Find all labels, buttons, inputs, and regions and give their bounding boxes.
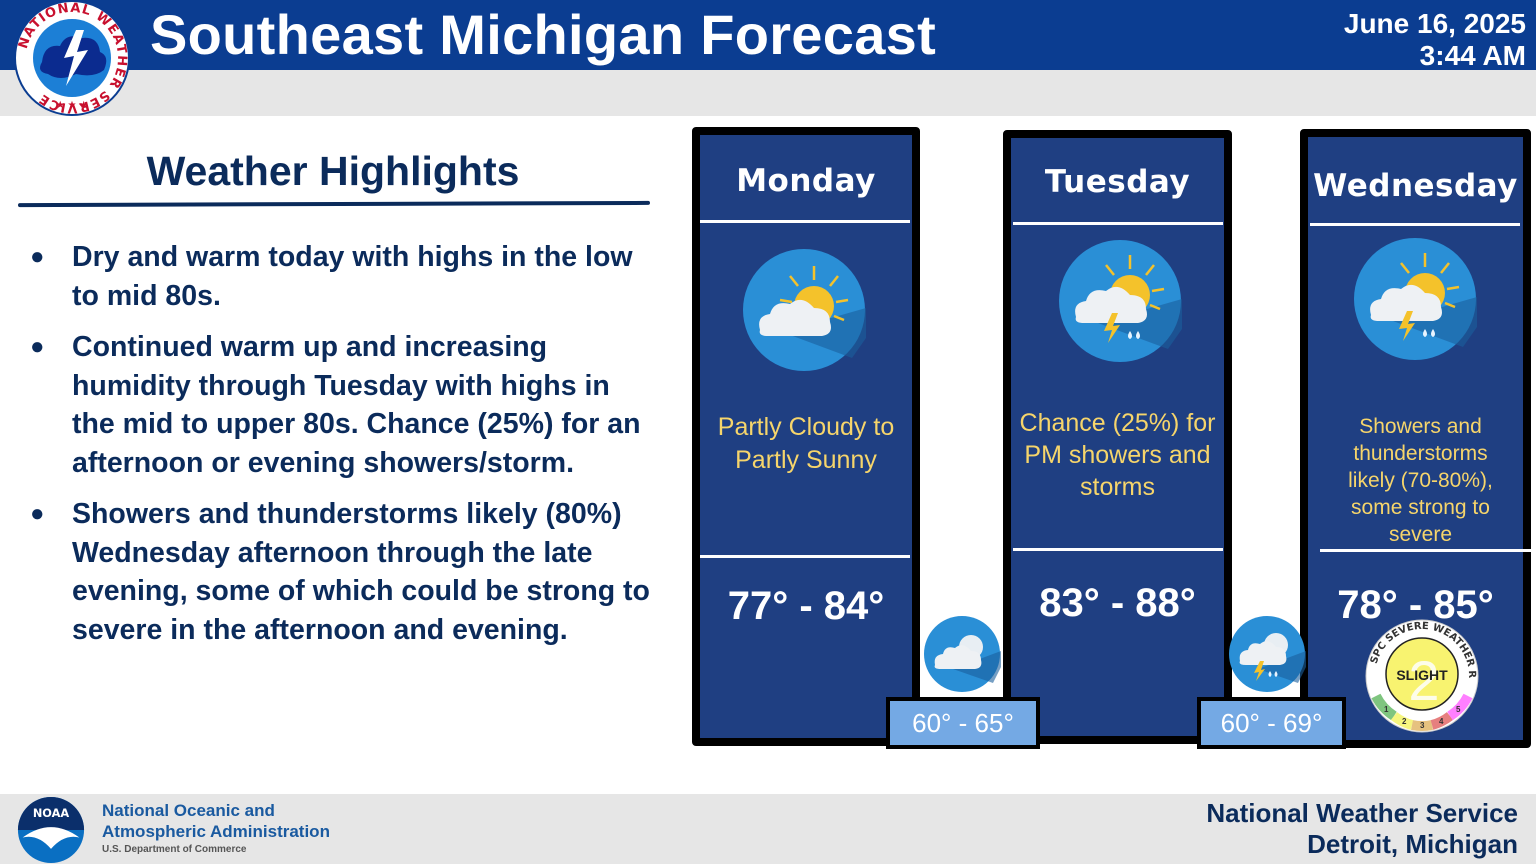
- noaa-name: National Oceanic and Atmospheric Adminis…: [102, 800, 330, 842]
- svg-text:SLIGHT: SLIGHT: [1396, 667, 1448, 683]
- day-name: Tuesday: [1044, 164, 1191, 200]
- svg-text:2: 2: [1408, 649, 1439, 712]
- highlight-item: ● Dry and warm today with highs in the lo…: [28, 238, 658, 315]
- noaa-name-line1: National Oceanic and: [102, 801, 275, 820]
- day-description: Chance (25%) for PM showers and storms: [1019, 409, 1216, 501]
- header-time: 3:44 AM: [1419, 40, 1526, 71]
- highlight-item: ● Showers and thunderstorms likely (80%) …: [28, 495, 658, 649]
- divider: [1310, 223, 1520, 226]
- divider: [700, 220, 910, 223]
- svg-text:5: 5: [1456, 705, 1461, 714]
- spc-scale-segment: [1371, 693, 1397, 721]
- header-bar: [0, 0, 1536, 70]
- svg-text:1: 1: [1384, 705, 1389, 714]
- highlight-item: ● Continued warm up and increasing humidi…: [28, 328, 658, 482]
- noaa-name-line2: Atmospheric Administration: [102, 822, 330, 841]
- spc-risk-badge: SPC SEVERE WEATHER RISK 1 2 3 4 5 2 SLIG…: [1364, 618, 1479, 733]
- day-temp-range: 77° - 84°: [727, 584, 885, 628]
- office-name: National Weather Service: [1206, 798, 1518, 828]
- nws-office: National Weather Service Detroit, Michig…: [1206, 798, 1518, 860]
- header-date: June 16, 2025: [1343, 8, 1526, 39]
- spc-scale-segment: [1430, 711, 1454, 730]
- day-description: Showers and thunderstorms likely (70-80%…: [1348, 415, 1493, 546]
- spc-scale-segment: [1390, 711, 1414, 730]
- footer-bar: [0, 794, 1536, 864]
- highlights-list: ● Dry and warm today with highs in the lo…: [28, 238, 658, 662]
- svg-text:★ ★ ★: ★ ★ ★: [56, 100, 88, 111]
- svg-text:3: 3: [1420, 721, 1425, 730]
- svg-text:NOAA: NOAA: [33, 806, 70, 820]
- nws-logo-icon: NATIONAL WEATHER SERVICE ★ ★ ★: [14, 0, 130, 116]
- divider: [1013, 222, 1223, 225]
- divider: [1320, 549, 1532, 552]
- divider: [1013, 548, 1223, 551]
- day-description: Partly Cloudy to Partly Sunny: [717, 413, 895, 474]
- divider: [700, 555, 910, 558]
- day-temp-range: 78° - 85°: [1337, 583, 1494, 627]
- header-datetime: June 16, 2025 3:44 AM: [1344, 8, 1526, 72]
- page-title: Southeast Michigan Forecast: [150, 3, 937, 66]
- partly-cloudy-icon: [743, 249, 866, 371]
- night-temp-range: 60° - 69°: [1197, 697, 1346, 749]
- bullet-icon: ●: [30, 333, 45, 360]
- thunderstorm-likely-icon: [1354, 238, 1477, 360]
- svg-text:4: 4: [1439, 717, 1444, 726]
- day-temp-range: 83° - 88°: [1039, 581, 1196, 625]
- day-name: Monday: [736, 163, 876, 199]
- night-temp-range: 60° - 65°: [886, 697, 1040, 749]
- spc-scale-segment: [1447, 693, 1473, 721]
- spc-scale-segment: [1411, 720, 1433, 732]
- noaa-department: U.S. Department of Commerce: [102, 844, 247, 855]
- bullet-icon: ●: [30, 243, 45, 270]
- night-cloudy-icon: [924, 616, 1001, 692]
- bullet-icon: ●: [30, 500, 45, 527]
- thunderstorm-chance-icon: [1059, 240, 1182, 362]
- day-panel-tuesday: Tuesday Chance (25%) for PM showers and …: [1003, 130, 1232, 744]
- night-thunderstorm-icon: [1229, 616, 1306, 692]
- header-strip: [0, 70, 1536, 116]
- day-name: Wednesday: [1313, 168, 1518, 204]
- highlights-divider: [17, 200, 651, 208]
- noaa-logo-icon: NOAA: [17, 796, 85, 864]
- day-panel-monday: Monday Partly Cloudy to Partly Sunny 77°…: [692, 127, 920, 746]
- highlights-title: Weather Highlights: [146, 148, 520, 194]
- svg-text:2: 2: [1402, 717, 1407, 726]
- office-location: Detroit, Michigan: [1307, 829, 1518, 859]
